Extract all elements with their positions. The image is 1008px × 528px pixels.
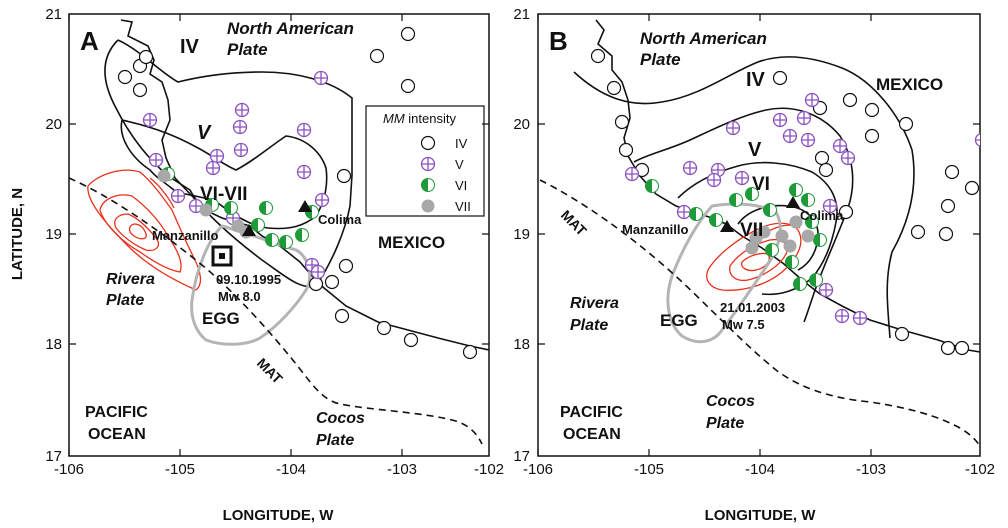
- isoseismal-v-label: V: [197, 122, 212, 144]
- pacific-ocean-label-line1: PACIFIC: [85, 404, 148, 421]
- manzanillo-triangle: [720, 220, 734, 232]
- panel-a-xtick: -102: [474, 461, 504, 478]
- isoseismal-v: [120, 119, 328, 230]
- x-axis-label: LONGITUDE, W: [223, 507, 335, 524]
- cocos-plate-label-line2: Plate: [316, 432, 354, 449]
- coastline: [120, 19, 489, 351]
- panel-b-ytick: 18: [513, 336, 530, 353]
- legend-title: MM intensity: [383, 111, 456, 126]
- mat-label: MAT: [558, 207, 590, 239]
- manzanillo-triangle: [242, 224, 256, 236]
- egg-label: EGG: [660, 311, 698, 330]
- legend: MM intensity IV V VI VII: [365, 105, 485, 217]
- legend-iv-marker: [420, 135, 436, 151]
- panel-a-frame: [68, 13, 490, 457]
- panel-b-ytick: 19: [513, 226, 530, 243]
- isoseismal-vii-label: VII: [740, 220, 763, 241]
- mat-label: MAT: [254, 355, 286, 387]
- cocos-plate-label-line2: Plate: [706, 415, 744, 432]
- cocos-plate-label-line1: Cocos: [706, 393, 755, 410]
- legend-vi-marker: [421, 178, 435, 192]
- rivera-plate-label-line1: Rivera: [570, 295, 619, 312]
- panel-a-xtick: -106: [54, 461, 84, 478]
- rivera-plate-label-line2: Plate: [106, 292, 144, 309]
- panel-b-axes: [537, 14, 980, 456]
- na-plate-label-line1: North American: [227, 19, 354, 38]
- aftershock-contours: [87, 169, 202, 291]
- rivera-plate-label-line1: Rivera: [106, 271, 155, 288]
- x-axis-label: LONGITUDE, W: [705, 507, 817, 524]
- na-plate-label-line2: Plate: [640, 50, 681, 69]
- panel-a-ytick: 17: [45, 448, 62, 465]
- panel-a-letter: A: [80, 26, 99, 56]
- intensity-vii-markers: [745, 215, 815, 255]
- panel-a-ytick: 19: [45, 226, 62, 243]
- panel-a-ytick: 21: [45, 6, 62, 23]
- legend-vii-marker: [421, 199, 435, 213]
- isoseismal-iv: [573, 56, 915, 339]
- panel-a: A North American Plate IV V VI-VII Colim…: [9, 6, 504, 524]
- event-magnitude-label: Mw 7.5: [722, 317, 765, 332]
- panel-a-xtick: -104: [276, 461, 306, 478]
- panel-b-ytick: 21: [513, 6, 530, 23]
- pacific-ocean-label-line2: OCEAN: [563, 426, 621, 443]
- mexico-label: MEXICO: [378, 233, 445, 252]
- y-axis-label: LATITUDE, N: [9, 188, 26, 280]
- legend-vi-label: VI: [455, 178, 467, 193]
- event-magnitude-label: Mw 8.0: [218, 289, 261, 304]
- panel-b-ytick: 20: [513, 116, 530, 133]
- intensity-iv-markers: [590, 48, 980, 356]
- intensity-v-markers: [624, 92, 980, 326]
- panel-b-xtick: -102: [965, 461, 995, 478]
- panel-a-xtick: -103: [387, 461, 417, 478]
- intensity-vi-markers: [645, 179, 827, 291]
- mat-trench: [539, 179, 980, 447]
- colima-label: Colima: [800, 208, 844, 223]
- colima-triangle: [786, 196, 800, 208]
- event-date-label: 21.01.2003: [720, 300, 785, 315]
- manzanillo-label: Manzanillo: [622, 222, 689, 237]
- mat-trench: [69, 177, 483, 445]
- na-plate-label-line2: Plate: [227, 40, 268, 59]
- na-plate-label-line1: North American: [640, 29, 767, 48]
- isoseismal-iv-label: IV: [746, 69, 766, 91]
- isoseismal-vi-vii-label: VI-VII: [200, 184, 248, 205]
- panel-b-frame: [537, 13, 981, 457]
- legend-v-marker: [420, 156, 436, 172]
- panel-b-ytick: 17: [513, 448, 530, 465]
- legend-vii-label: VII: [455, 199, 471, 214]
- legend-v-label: V: [455, 157, 464, 172]
- panel-b-xtick: -105: [634, 461, 664, 478]
- panel-b-xtick: -106: [523, 461, 553, 478]
- panel-a-xtick: -105: [165, 461, 195, 478]
- rivera-plate-label-line2: Plate: [570, 317, 608, 334]
- isoseismal-v-label: V: [748, 139, 762, 161]
- legend-iv-label: IV: [455, 136, 468, 151]
- panel-a-ytick: 18: [45, 336, 62, 353]
- egg-label: EGG: [202, 309, 240, 328]
- colima-triangle: [298, 200, 312, 212]
- egg-outline: [190, 224, 312, 346]
- manzanillo-label: Manzanillo: [152, 228, 219, 243]
- panel-a-axes: [68, 14, 489, 456]
- pacific-ocean-label-line1: PACIFIC: [560, 404, 623, 421]
- mexico-label: MEXICO: [876, 75, 943, 94]
- event-date-label: 09.10.1995: [216, 272, 281, 287]
- isoseismal-iv-label: IV: [180, 36, 200, 58]
- cocos-plate-label-line1: Cocos: [316, 410, 365, 427]
- panel-b-xtick: -103: [856, 461, 886, 478]
- panel-b-xtick: -104: [745, 461, 775, 478]
- pacific-ocean-label-line2: OCEAN: [88, 426, 146, 443]
- isoseismal-vi-label: VI: [752, 174, 770, 195]
- panel-b: B North American Plate IV MEXICO V VI VI…: [513, 6, 995, 524]
- panel-a-ytick: 20: [45, 116, 62, 133]
- colima-label: Colima: [318, 212, 362, 227]
- intensity-iv-markers: [117, 26, 478, 360]
- panel-b-letter: B: [549, 26, 568, 56]
